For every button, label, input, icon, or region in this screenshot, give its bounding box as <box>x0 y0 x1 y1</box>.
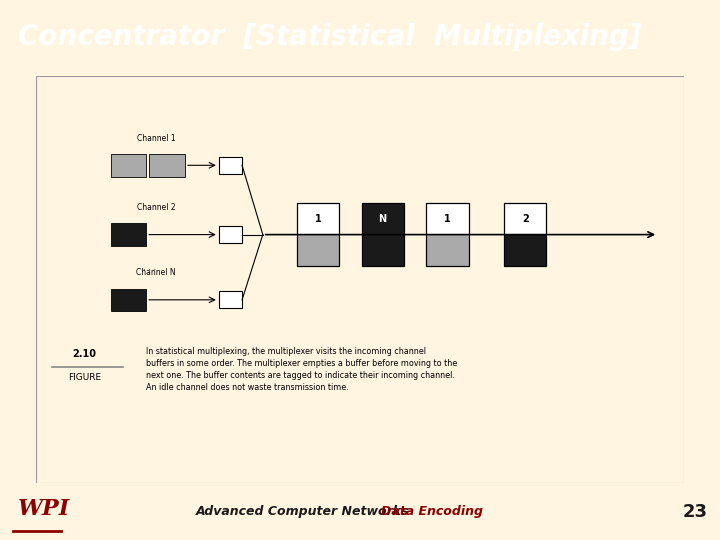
Bar <box>111 154 146 177</box>
Text: Data Encoding: Data Encoding <box>381 505 483 518</box>
Text: N: N <box>379 214 387 224</box>
Bar <box>361 203 404 234</box>
Text: 1: 1 <box>444 214 451 224</box>
Bar <box>361 234 404 266</box>
Text: 2.10: 2.10 <box>73 349 96 359</box>
Text: Channel 1: Channel 1 <box>137 134 175 143</box>
Bar <box>297 234 339 266</box>
Bar <box>504 203 546 266</box>
Text: FIGURE: FIGURE <box>68 373 102 382</box>
Bar <box>219 157 242 174</box>
Text: . . .: . . . <box>143 263 156 272</box>
Bar <box>504 234 546 266</box>
Text: Channel 2: Channel 2 <box>137 203 175 212</box>
Bar <box>150 154 185 177</box>
Text: 2: 2 <box>522 214 528 224</box>
Bar <box>297 203 339 234</box>
Bar <box>219 291 242 308</box>
Text: 1: 1 <box>315 214 321 224</box>
Bar <box>111 288 146 311</box>
Text: Concentrator  [Statistical  Multiplexing]: Concentrator [Statistical Multiplexing] <box>18 23 642 51</box>
Bar <box>426 234 469 266</box>
Text: Channel N: Channel N <box>136 268 176 278</box>
Text: 23: 23 <box>683 503 707 521</box>
Bar <box>111 224 146 246</box>
Bar <box>361 203 404 266</box>
Text: WPI: WPI <box>18 498 70 520</box>
Text: In statistical multiplexing, the multiplexer visits the incoming channel
buffers: In statistical multiplexing, the multipl… <box>146 347 457 392</box>
Bar <box>297 203 339 266</box>
Bar <box>426 203 469 266</box>
Bar <box>426 203 469 234</box>
Bar <box>504 203 546 234</box>
Bar <box>219 226 242 243</box>
Text: Advanced Computer Networks: Advanced Computer Networks <box>196 505 409 518</box>
